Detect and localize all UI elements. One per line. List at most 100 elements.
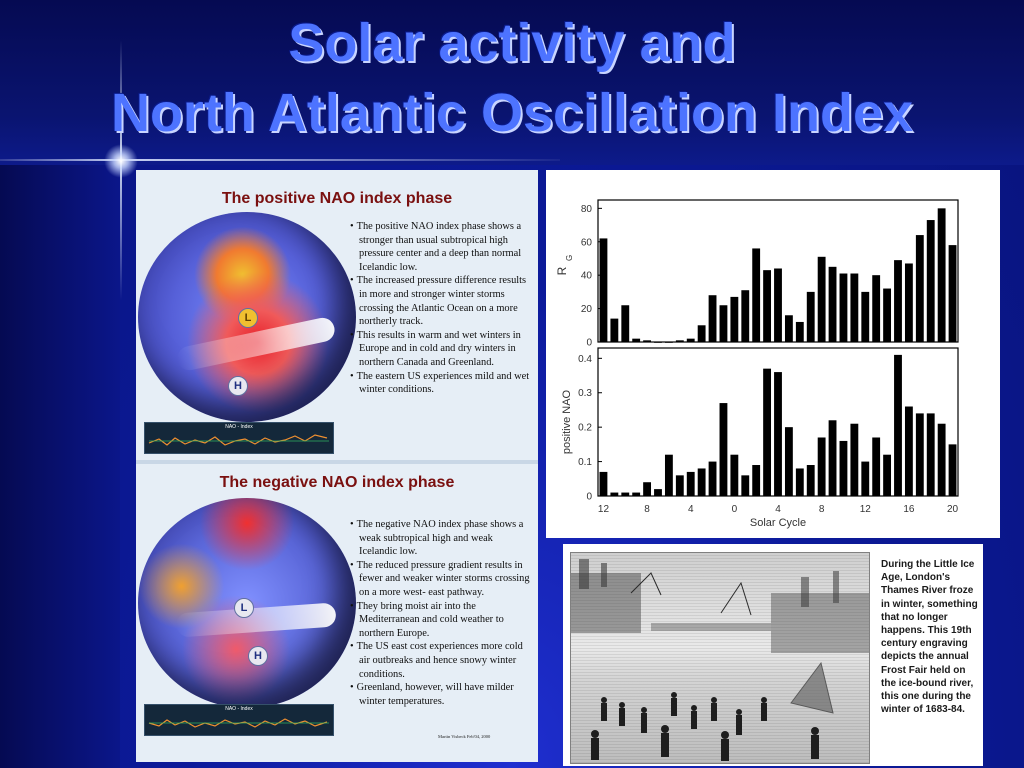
- chart-bar: [730, 296, 739, 342]
- chart-bar: [872, 437, 881, 496]
- nao-strip-plot: [148, 434, 329, 446]
- chart-bar: [741, 290, 750, 342]
- chart-bar: [719, 305, 728, 342]
- storm-track-arrow-icon: [175, 315, 337, 373]
- x-tick-label: 12: [860, 504, 872, 515]
- chart-bar: [806, 291, 815, 342]
- nao-strip-label: NAO - Index: [225, 424, 253, 430]
- chart-bar: [861, 461, 870, 496]
- lens-flare-horizontal: [0, 159, 560, 161]
- chart-bar: [926, 413, 935, 496]
- chart-bar: [784, 427, 793, 496]
- y-tick-label: 40: [581, 271, 593, 282]
- x-tick-label: 20: [947, 504, 959, 515]
- chart-bar: [697, 325, 706, 342]
- high-pressure-marker: H: [228, 376, 248, 396]
- slide-title-line2: North Atlantic Oscillation Index: [110, 83, 914, 143]
- chart-bar: [926, 220, 935, 342]
- chart-bar: [937, 208, 946, 342]
- x-tick-label: 4: [688, 504, 694, 515]
- title-band: [0, 0, 1024, 165]
- high-pressure-marker: H: [248, 646, 268, 666]
- engraving-sketch: [571, 559, 869, 761]
- chart-bar: [675, 340, 684, 342]
- chart-bar: [599, 238, 608, 342]
- low-pressure-marker: L: [234, 598, 254, 618]
- chart-bar: [795, 321, 804, 342]
- chart-bar: [948, 245, 957, 342]
- chart-bar: [719, 403, 728, 496]
- frost-fair-engraving-image: [570, 552, 870, 764]
- list-item: The negative NAO index phase shows a wea…: [350, 518, 530, 559]
- chart-bar: [784, 315, 793, 342]
- chart-bar: [654, 489, 662, 496]
- globe-pressure-map-icon: L H: [138, 212, 356, 422]
- negative-phase-bullets: The negative NAO index phase shows a wea…: [350, 518, 530, 708]
- nao-strip-label: NAO - Index: [225, 706, 253, 712]
- list-item: This results in warm and wet winters in …: [350, 329, 530, 370]
- chart-bar: [915, 413, 924, 496]
- chart-bar: [621, 305, 630, 342]
- chart-bar: [915, 235, 924, 342]
- y-tick-label: 80: [581, 204, 593, 215]
- chart-bar: [861, 291, 870, 342]
- chart-bar: [610, 492, 619, 496]
- nao-phase-panel: The positive NAO index phase L H NAO - I…: [136, 170, 538, 762]
- y-axis-label: R: [555, 266, 569, 275]
- solar-nao-chart-panel: 0 20 40 60 80 R G 0 0.1 0.2 0.3 0.4 positive NAO 12 8 4…: [546, 170, 1000, 538]
- negative-phase-title: The negative NAO index phase: [219, 474, 455, 491]
- chart-bar: [697, 468, 706, 496]
- slide-title: Solar activity and North Atlantic Oscill…: [0, 8, 1024, 148]
- chart-bar: [806, 465, 815, 496]
- x-tick-label: 16: [903, 504, 915, 515]
- chart-bar: [904, 263, 913, 342]
- y-axis-label-subscript: G: [565, 255, 574, 261]
- list-item: The eastern US experiences mild and wet …: [350, 370, 530, 397]
- y-tick-label: 20: [581, 304, 593, 315]
- list-item: The reduced pressure gradient results in…: [350, 559, 530, 600]
- x-axis-label: Solar Cycle: [750, 517, 806, 529]
- chart-bar: [654, 342, 662, 343]
- chart-bar: [872, 275, 881, 342]
- y-tick-label: 0.2: [578, 423, 592, 434]
- positive-phase-title: The positive NAO index phase: [221, 190, 453, 207]
- chart-bar: [828, 420, 837, 496]
- y-tick-label: 0.4: [578, 354, 592, 365]
- thames-frost-fair-panel: During the Little Ice Age, London's Tham…: [563, 544, 983, 766]
- chart-bar: [850, 273, 859, 342]
- chart-bar: [850, 423, 859, 496]
- chart-bar: [730, 454, 739, 496]
- y-tick-label: 0: [586, 338, 592, 349]
- chart-bar: [839, 440, 848, 496]
- chart-bar: [774, 268, 782, 342]
- left-band: [0, 165, 120, 768]
- y-tick-label: 0: [586, 492, 592, 503]
- chart-bar: [883, 288, 892, 342]
- negative-phase-section: The negative NAO index phase L H NAO - I…: [136, 464, 538, 756]
- chart-bar: [752, 465, 761, 496]
- y-tick-label: 60: [581, 237, 593, 248]
- positive-phase-bullets: The positive NAO index phase shows a str…: [350, 220, 530, 397]
- chart-bar: [817, 437, 826, 496]
- x-tick-label: 12: [598, 504, 610, 515]
- chart-bar: [948, 444, 957, 496]
- nao-index-strip: NAO - Index: [144, 704, 334, 736]
- chart-bar: [795, 468, 804, 496]
- chart-bar: [937, 423, 946, 496]
- chart-bar: [894, 354, 902, 496]
- chart-bar: [883, 454, 892, 496]
- positive-phase-section: The positive NAO index phase L H NAO - I…: [136, 170, 538, 462]
- chart-bar: [774, 372, 782, 496]
- chart-bar: [686, 471, 695, 496]
- chart-bar: [839, 273, 848, 342]
- low-pressure-marker: L: [238, 308, 258, 328]
- chart-bar: [664, 342, 673, 343]
- chart-bar: [752, 248, 761, 342]
- chart-bar: [621, 492, 630, 496]
- globe-pressure-map-icon: L H: [138, 498, 356, 708]
- chart-bar: [708, 295, 717, 342]
- x-tick-label: 4: [775, 504, 781, 515]
- x-tick-label: 0: [732, 504, 738, 515]
- chart-bar: [610, 318, 619, 342]
